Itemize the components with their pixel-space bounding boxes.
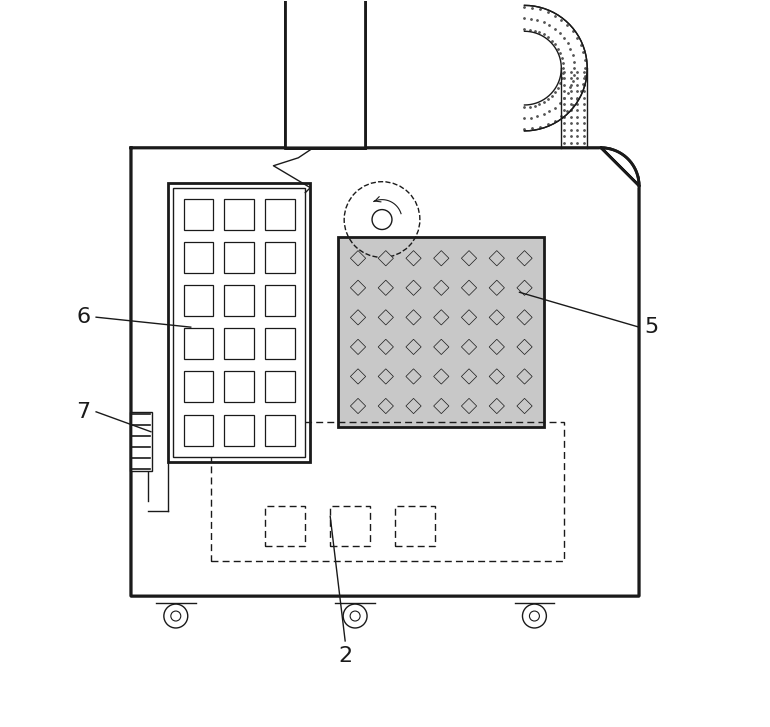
Polygon shape bbox=[406, 251, 421, 266]
Bar bbox=[183, 285, 213, 316]
Polygon shape bbox=[434, 340, 449, 355]
Bar bbox=[224, 242, 254, 273]
Polygon shape bbox=[378, 310, 393, 325]
Text: 5: 5 bbox=[644, 317, 658, 337]
Bar bbox=[286, 0, 365, 148]
Bar bbox=[224, 371, 254, 403]
Polygon shape bbox=[131, 148, 639, 596]
Polygon shape bbox=[378, 280, 393, 295]
Polygon shape bbox=[434, 280, 449, 295]
Polygon shape bbox=[517, 398, 532, 414]
Bar bbox=[395, 507, 435, 546]
FancyBboxPatch shape bbox=[599, 148, 639, 188]
Polygon shape bbox=[489, 340, 504, 355]
Bar bbox=[183, 198, 213, 230]
Polygon shape bbox=[489, 310, 504, 325]
Circle shape bbox=[523, 604, 547, 628]
Circle shape bbox=[530, 611, 540, 621]
Bar bbox=[224, 285, 254, 316]
Polygon shape bbox=[434, 310, 449, 325]
Polygon shape bbox=[406, 398, 421, 414]
Bar bbox=[172, 188, 306, 457]
Bar bbox=[183, 371, 213, 403]
Polygon shape bbox=[461, 369, 477, 384]
Polygon shape bbox=[461, 280, 477, 295]
Polygon shape bbox=[406, 310, 421, 325]
Polygon shape bbox=[517, 310, 532, 325]
Bar bbox=[183, 414, 213, 446]
Bar bbox=[265, 285, 295, 316]
Polygon shape bbox=[517, 251, 532, 266]
Polygon shape bbox=[461, 398, 477, 414]
Bar bbox=[224, 414, 254, 446]
Text: 6: 6 bbox=[76, 308, 90, 327]
Bar bbox=[224, 328, 254, 359]
Bar bbox=[265, 371, 295, 403]
Polygon shape bbox=[489, 280, 504, 295]
Bar bbox=[286, 0, 365, 148]
Polygon shape bbox=[461, 251, 477, 266]
Text: 7: 7 bbox=[76, 402, 90, 422]
Polygon shape bbox=[434, 251, 449, 266]
Polygon shape bbox=[378, 340, 393, 355]
Bar bbox=[266, 507, 306, 546]
Text: 2: 2 bbox=[338, 646, 352, 666]
Polygon shape bbox=[461, 340, 477, 355]
Bar bbox=[168, 182, 310, 462]
Polygon shape bbox=[517, 280, 532, 295]
Circle shape bbox=[350, 611, 360, 621]
Polygon shape bbox=[434, 398, 449, 414]
Polygon shape bbox=[406, 369, 421, 384]
Circle shape bbox=[164, 604, 188, 628]
Bar bbox=[211, 422, 564, 561]
Bar bbox=[330, 507, 370, 546]
Bar bbox=[286, 0, 365, 148]
Polygon shape bbox=[406, 280, 421, 295]
Polygon shape bbox=[378, 398, 393, 414]
Polygon shape bbox=[350, 280, 366, 295]
Polygon shape bbox=[517, 369, 532, 384]
Polygon shape bbox=[461, 310, 477, 325]
Bar bbox=[338, 238, 544, 427]
Polygon shape bbox=[489, 369, 504, 384]
Polygon shape bbox=[350, 251, 366, 266]
Polygon shape bbox=[350, 310, 366, 325]
Polygon shape bbox=[350, 369, 366, 384]
Bar bbox=[265, 328, 295, 359]
Bar bbox=[183, 328, 213, 359]
Circle shape bbox=[171, 611, 181, 621]
Polygon shape bbox=[434, 369, 449, 384]
Polygon shape bbox=[517, 340, 532, 355]
Polygon shape bbox=[350, 340, 366, 355]
Polygon shape bbox=[350, 398, 366, 414]
Circle shape bbox=[343, 604, 367, 628]
Bar bbox=[265, 242, 295, 273]
Polygon shape bbox=[406, 340, 421, 355]
Polygon shape bbox=[378, 251, 393, 266]
Polygon shape bbox=[378, 369, 393, 384]
Bar bbox=[130, 412, 152, 471]
Polygon shape bbox=[489, 251, 504, 266]
Polygon shape bbox=[489, 398, 504, 414]
Bar bbox=[224, 198, 254, 230]
Bar bbox=[183, 242, 213, 273]
Bar bbox=[265, 198, 295, 230]
Bar bbox=[265, 414, 295, 446]
